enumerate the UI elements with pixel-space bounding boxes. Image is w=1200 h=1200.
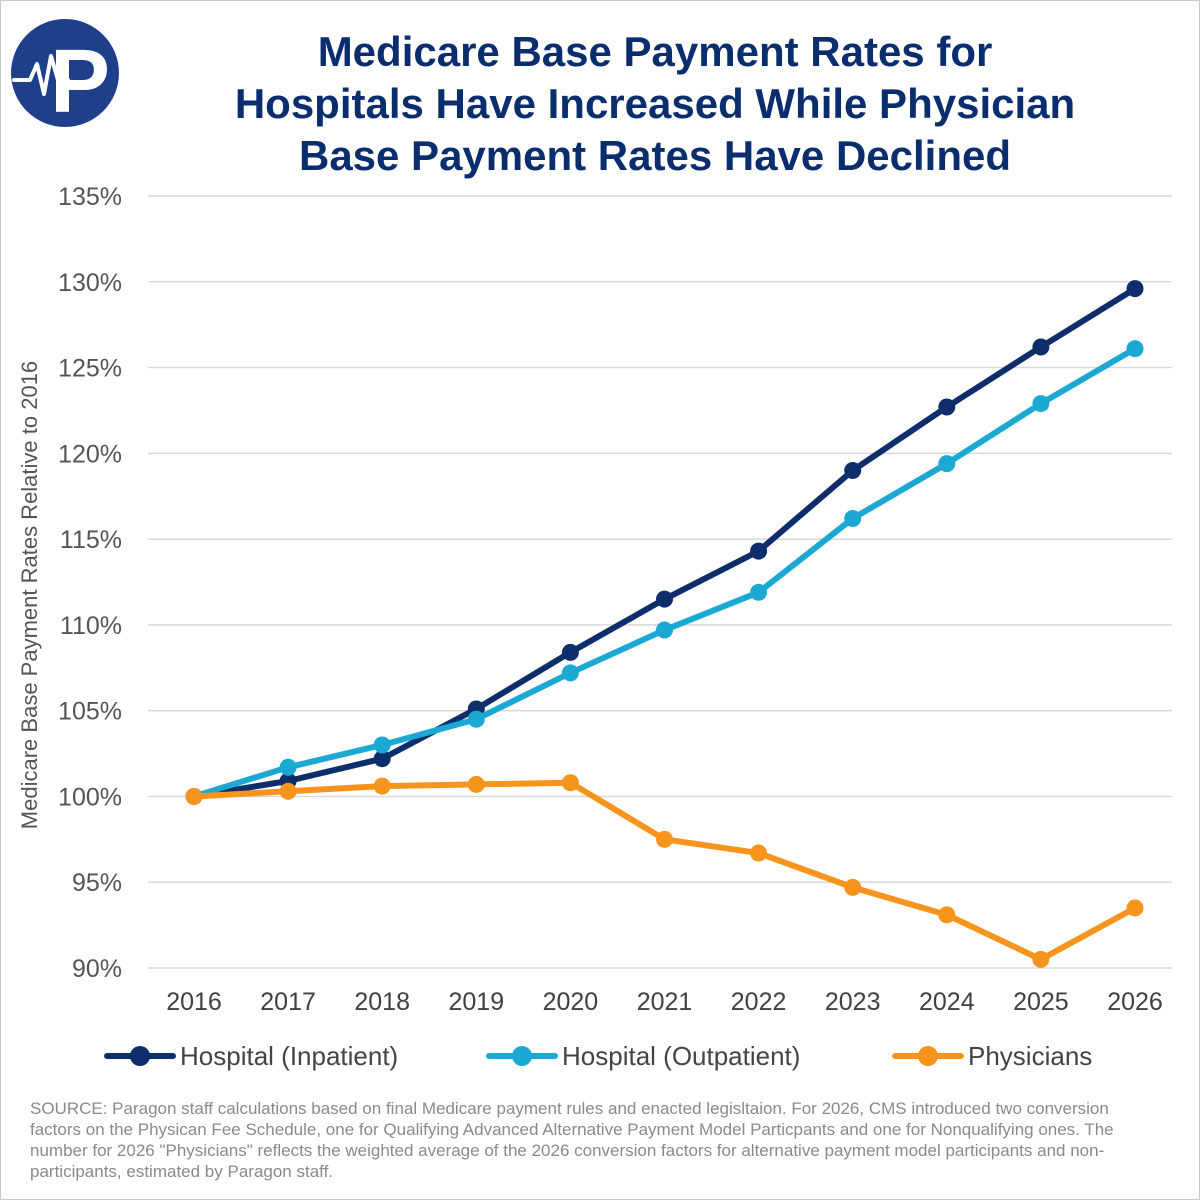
legend-item-outpatient: Hospital (Outpatient) bbox=[486, 1036, 800, 1076]
data-point-outpatient-2026 bbox=[1126, 340, 1144, 358]
data-point-outpatient-2024 bbox=[938, 455, 956, 473]
y-tick-label-130: 130% bbox=[58, 269, 122, 297]
x-tick-label-2021: 2021 bbox=[637, 988, 693, 1016]
data-point-inpatient-2024 bbox=[938, 398, 956, 416]
data-point-physicians-2020 bbox=[561, 774, 579, 792]
data-point-physicians-2019 bbox=[467, 775, 485, 793]
legend-swatch-outpatient bbox=[486, 1036, 558, 1076]
x-tick-label-2023: 2023 bbox=[825, 988, 881, 1016]
data-point-physicians-2026 bbox=[1126, 899, 1144, 917]
legend-item-inpatient: Hospital (Inpatient) bbox=[104, 1036, 398, 1076]
x-tick-label-2022: 2022 bbox=[731, 988, 787, 1016]
x-tick-label-2024: 2024 bbox=[919, 988, 975, 1016]
data-point-physicians-2021 bbox=[656, 830, 673, 848]
legend-label-inpatient: Hospital (Inpatient) bbox=[180, 1040, 399, 1071]
data-point-inpatient-2021 bbox=[656, 590, 673, 608]
data-point-outpatient-2017 bbox=[279, 758, 297, 776]
x-tick-label-2025: 2025 bbox=[1013, 988, 1069, 1016]
y-axis-label: Medicare Base Payment Rates Relative to … bbox=[17, 360, 42, 830]
y-tick-label-115: 115% bbox=[60, 526, 122, 554]
data-point-outpatient-2021 bbox=[656, 621, 673, 639]
series-line-inpatient bbox=[191, 285, 1138, 800]
data-point-inpatient-2022 bbox=[750, 542, 768, 560]
chart-legend: Hospital (Inpatient) Hospital (Outpatien… bbox=[104, 1036, 1144, 1076]
y-tick-label-120: 120% bbox=[58, 440, 122, 468]
x-tick-label-2018: 2018 bbox=[354, 988, 410, 1016]
title-line-1: Medicare Base Payment Rates for bbox=[317, 28, 993, 75]
data-point-outpatient-2020 bbox=[561, 664, 579, 682]
y-tick-label-110: 110% bbox=[60, 612, 122, 640]
chart-title: Medicare Base Payment Rates for Hospital… bbox=[140, 26, 1170, 182]
series-line-outpatient bbox=[191, 345, 1138, 800]
x-tick-label-2017: 2017 bbox=[260, 988, 316, 1016]
data-point-outpatient-2022 bbox=[750, 583, 768, 601]
source-note: SOURCE: Paragon staff calculations based… bbox=[30, 1099, 1114, 1181]
legend-item-physicians: Physicians bbox=[892, 1036, 1092, 1076]
x-tick-label-2020: 2020 bbox=[543, 988, 599, 1016]
data-point-physicians-2024 bbox=[938, 906, 956, 924]
y-tick-label-95: 95% bbox=[72, 869, 122, 897]
data-point-inpatient-2020 bbox=[561, 643, 579, 661]
data-point-inpatient-2018 bbox=[373, 750, 391, 768]
data-point-physicians-2023 bbox=[844, 878, 862, 896]
legend-swatch-inpatient bbox=[104, 1036, 176, 1076]
y-tick-label-90: 90% bbox=[72, 955, 122, 983]
data-point-physicians-2025 bbox=[1032, 950, 1050, 968]
data-point-physicians-2017 bbox=[279, 782, 297, 800]
data-point-inpatient-2025 bbox=[1032, 338, 1050, 356]
data-point-outpatient-2025 bbox=[1032, 395, 1050, 413]
y-tick-label-125: 125% bbox=[58, 355, 122, 383]
title-line-2: Hospitals Have Increased While Physician bbox=[234, 80, 1076, 127]
data-point-physicians-2018 bbox=[373, 777, 391, 795]
x-tick-label-2026: 2026 bbox=[1107, 988, 1163, 1016]
data-point-physicians-2022 bbox=[750, 844, 768, 862]
x-tick-label-2016: 2016 bbox=[166, 988, 222, 1016]
x-tick-label-2019: 2019 bbox=[448, 988, 504, 1016]
data-point-inpatient-2023 bbox=[844, 461, 862, 479]
data-point-outpatient-2018 bbox=[373, 736, 391, 754]
data-point-outpatient-2023 bbox=[844, 510, 862, 528]
y-tick-label-135: 135% bbox=[58, 183, 122, 211]
legend-swatch-physicians bbox=[892, 1036, 964, 1076]
y-tick-label-105: 105% bbox=[58, 698, 122, 726]
data-point-physicians-2016 bbox=[185, 787, 203, 805]
paragon-logo-icon: P bbox=[11, 19, 119, 128]
series-line-physicians bbox=[191, 779, 1138, 963]
data-point-outpatient-2019 bbox=[467, 710, 485, 728]
title-line-3: Base Payment Rates Have Declined bbox=[298, 132, 1011, 179]
data-point-inpatient-2026 bbox=[1126, 280, 1144, 298]
y-tick-label-100: 100% bbox=[58, 783, 122, 811]
legend-label-outpatient: Hospital (Outpatient) bbox=[562, 1040, 801, 1071]
legend-label-physicians: Physicians bbox=[968, 1040, 1093, 1071]
